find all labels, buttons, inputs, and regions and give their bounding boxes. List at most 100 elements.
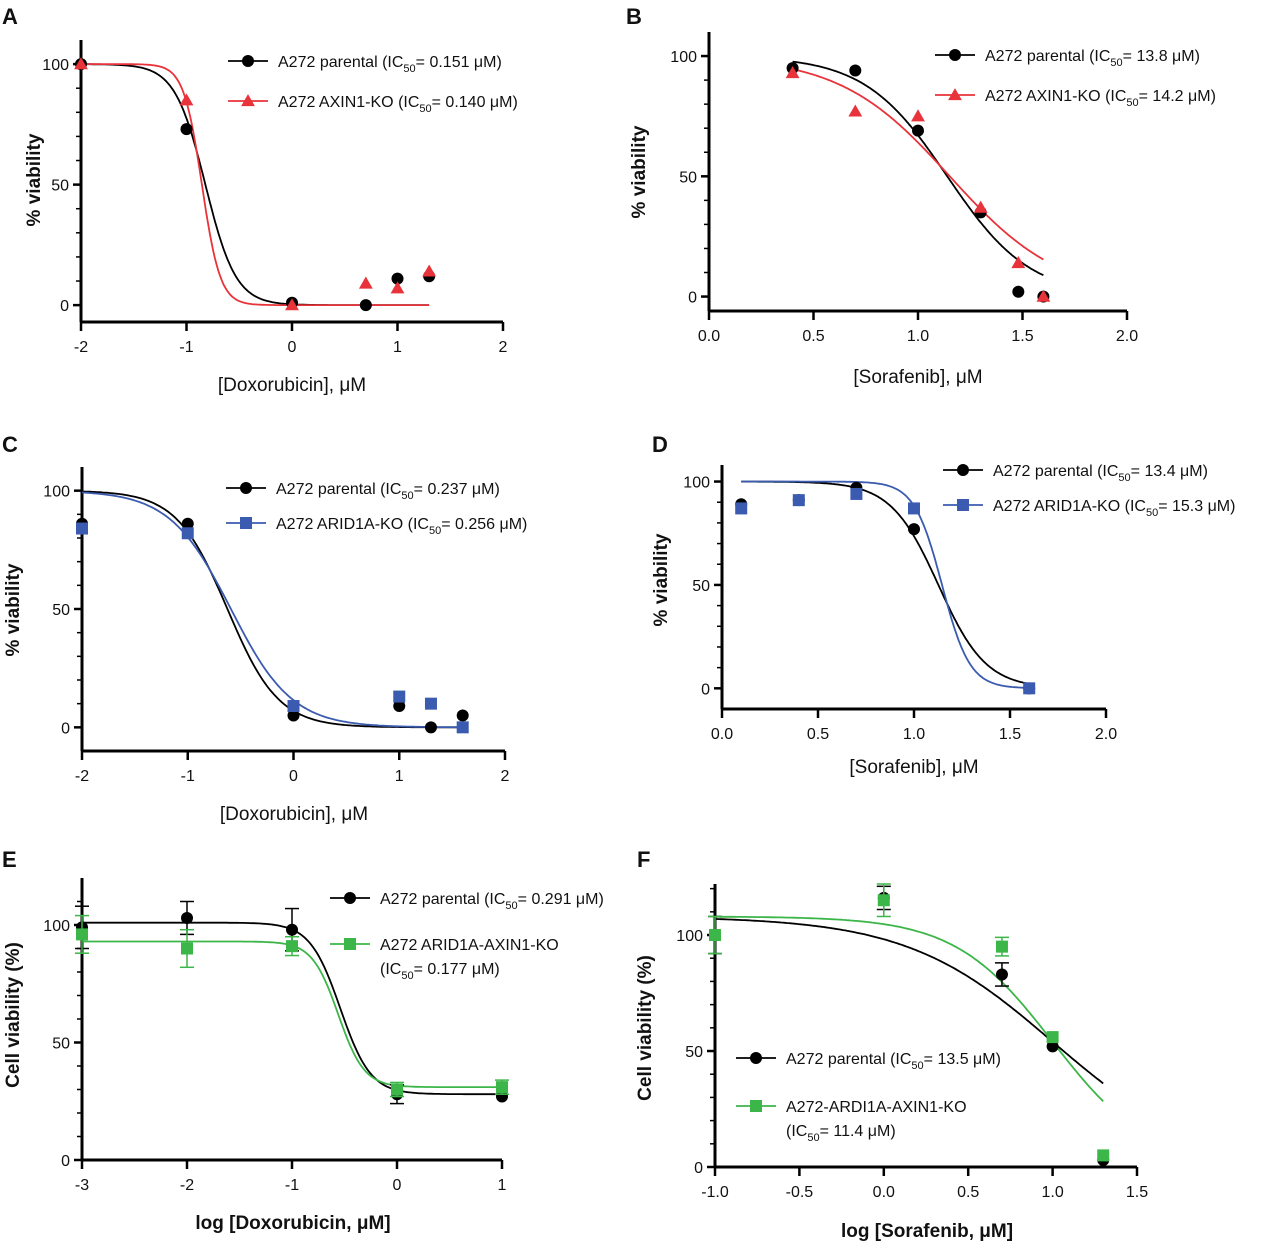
x-tick-label: -0.5 [786,1184,814,1201]
x-tick-label: 0 [393,1177,402,1194]
fit-curve [741,480,1030,689]
x-tick-label: 1 [395,768,404,785]
data-point [76,522,88,535]
x-tick-label: 2.0 [1095,726,1117,743]
legend-text: = 15.3 μM) [1158,498,1235,515]
data-point [1046,1031,1059,1044]
data-point [456,709,469,722]
x-tick-label: 0 [288,339,297,356]
data-point [181,527,194,540]
data-point [181,517,194,530]
data-point [709,929,721,942]
x-tick-label: -1 [181,768,195,785]
x-tick-label: -3 [75,1177,89,1194]
panel-d-letter: D [652,432,668,457]
legend-marker [957,499,969,511]
fit-curve [715,915,1104,1103]
y-tick-label: 0 [61,720,70,737]
legend-text: = 14.2 μM) [1139,88,1216,105]
data-point [358,276,373,289]
x-tick-label: -1 [179,339,193,356]
panel-a-chart: A % viability [Doxorubicin], μM 0 50 100 -2… [2,4,518,396]
panel-c-letter: C [2,432,18,457]
legend-marker [344,892,356,904]
legend-subscript: 50 [429,525,441,537]
legend-subscript: 50 [1118,472,1130,484]
legend-text: = 0.151 μM) [416,54,502,71]
data-point [424,721,437,734]
data-point [908,502,920,515]
data-point [391,272,404,285]
legend-text: A272 parental (IC [276,481,401,498]
legend-subscript: 50 [1126,97,1138,109]
data-point [912,124,924,137]
legend-text: = 0.256 μM) [441,516,527,533]
data-point [286,923,298,936]
panel-e-letter: E [2,847,17,872]
data-point [180,123,193,136]
legend-text: A272 AXIN1-KO (IC [278,94,419,111]
legend-text: = 13.4 μM) [1131,463,1208,480]
data-point [393,700,406,713]
y-tick-label: 100 [683,475,710,492]
legend-label: A272 AXIN1-KO (IC50= 0.140 μM) [278,94,518,115]
panel-c-chart: C % viability [Doxorubicin], μM 0 50 100 -2… [2,432,527,825]
legend-text: A272 parental (IC [786,1051,911,1068]
data-point [287,709,300,722]
x-tick-label: 2 [501,768,510,785]
legend-text: A272 parental (IC [380,891,505,908]
y-tick-label: 0 [60,298,69,315]
y-tick-label: 100 [670,49,697,66]
legend-marker [750,1100,762,1112]
data-point [995,940,1008,953]
legend-marker [344,938,356,950]
data-point [359,299,372,312]
data-point [456,721,469,734]
x-tick-label: 0.0 [873,1184,895,1201]
panel-d-x-axis-label: [Sorafenib], μM [849,757,978,778]
x-tick-label: -2 [75,768,89,785]
data-point [735,502,748,515]
panel-d-y-axis-label: % viability [651,533,672,626]
panel-a-letter: A [2,4,18,29]
data-point [848,104,863,117]
x-tick-label: -1.0 [701,1184,729,1201]
legend-subscript: 50 [401,970,413,982]
legend-text: A272 AXIN1-KO (IC [985,88,1126,105]
x-tick-label: 0.5 [957,1184,979,1201]
x-tick-label: 1.0 [907,328,929,345]
legend-label: A272 ARID1A-AXIN1-KO [380,937,559,954]
legend-text: (IC [786,1123,807,1140]
x-tick-label: 1.0 [903,726,925,743]
legend-subscript: 50 [1146,507,1158,519]
legend-text: A272 parental (IC [993,463,1118,480]
panel-a-x-axis-label: [Doxorubicin], μM [218,375,366,396]
data-point [391,1083,403,1096]
panel-b-x-axis-label: [Sorafenib], μM [853,367,982,388]
y-tick-label: 50 [685,1044,703,1061]
x-tick-label: 1.0 [1041,1184,1063,1201]
fit-curve [741,480,1030,685]
legend-subscript: 50 [505,900,517,912]
legend-text: = 0.237 μM) [414,481,500,498]
panel-b-letter: B [626,4,642,29]
data-point [877,894,890,907]
y-tick-label: 50 [679,169,697,186]
legend-marker [948,88,962,101]
x-tick-label: 1.5 [1126,1184,1148,1201]
legend-marker [241,94,255,107]
panel-f-y-axis-label: Cell viability (%) [635,955,656,1101]
y-tick-label: 50 [51,178,69,195]
panel-a-y-axis-label: % viability [24,133,45,226]
legend-marker [957,464,969,476]
panel-e-chart: E Cell viability (%) log [Doxorubicin, μ… [2,847,604,1234]
data-point [424,697,437,710]
panel-e-y-axis-label: Cell viability (%) [3,942,24,1088]
x-tick-label: 0.5 [807,726,829,743]
data-point [908,523,920,536]
y-tick-label: 100 [42,57,69,74]
panel-b-chart: B % viability [Sorafenib], μM 0 50 100 0.0 0… [626,4,1216,388]
data-point [181,911,193,924]
y-tick-label: 0 [694,1160,703,1177]
